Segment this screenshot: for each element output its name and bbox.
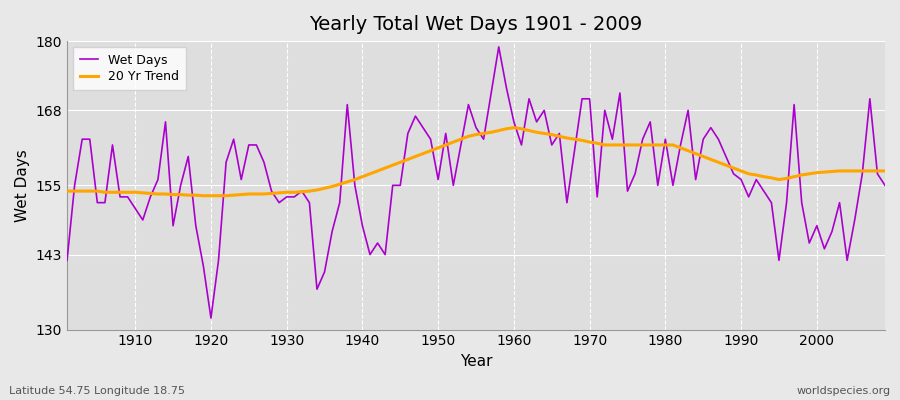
- 20 Yr Trend: [615, 142, 626, 147]
- Wet Days: [61, 258, 72, 263]
- Text: worldspecies.org: worldspecies.org: [796, 386, 891, 396]
- Wet Days: [879, 183, 890, 188]
- 20 Yr Trend: [516, 126, 526, 131]
- Wet Days: [122, 194, 133, 199]
- Wet Days: [342, 102, 353, 107]
- 20 Yr Trend: [879, 168, 890, 173]
- Text: Latitude 54.75 Longitude 18.75: Latitude 54.75 Longitude 18.75: [9, 386, 185, 396]
- Wet Days: [296, 189, 307, 194]
- Wet Days: [524, 96, 535, 101]
- Title: Yearly Total Wet Days 1901 - 2009: Yearly Total Wet Days 1901 - 2009: [310, 15, 643, 34]
- 20 Yr Trend: [508, 125, 519, 130]
- 20 Yr Trend: [122, 190, 133, 195]
- 20 Yr Trend: [524, 128, 535, 133]
- 20 Yr Trend: [296, 189, 307, 194]
- Line: 20 Yr Trend: 20 Yr Trend: [67, 128, 885, 196]
- 20 Yr Trend: [342, 180, 353, 184]
- 20 Yr Trend: [198, 193, 209, 198]
- Wet Days: [205, 316, 216, 320]
- Wet Days: [493, 44, 504, 49]
- Line: Wet Days: Wet Days: [67, 47, 885, 318]
- Wet Days: [615, 91, 626, 96]
- Wet Days: [516, 142, 526, 147]
- Y-axis label: Wet Days: Wet Days: [15, 149, 30, 222]
- 20 Yr Trend: [61, 189, 72, 194]
- X-axis label: Year: Year: [460, 354, 492, 369]
- Legend: Wet Days, 20 Yr Trend: Wet Days, 20 Yr Trend: [73, 47, 185, 90]
